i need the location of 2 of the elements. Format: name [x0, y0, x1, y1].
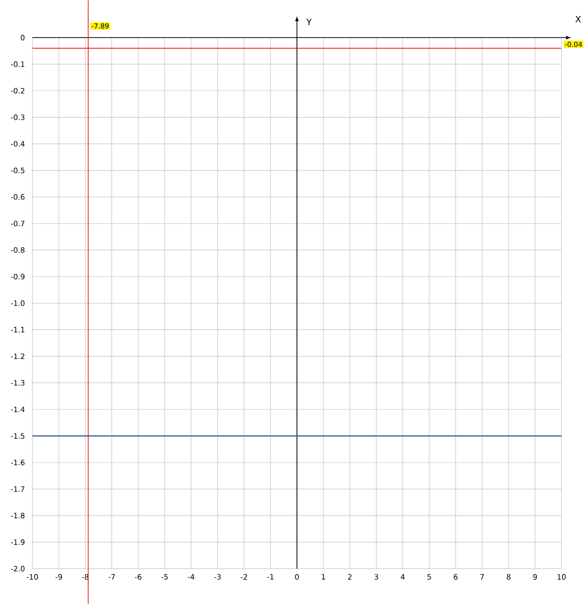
- y-axis-title: Y: [306, 18, 312, 26]
- x-axis-title: X: [575, 16, 581, 22]
